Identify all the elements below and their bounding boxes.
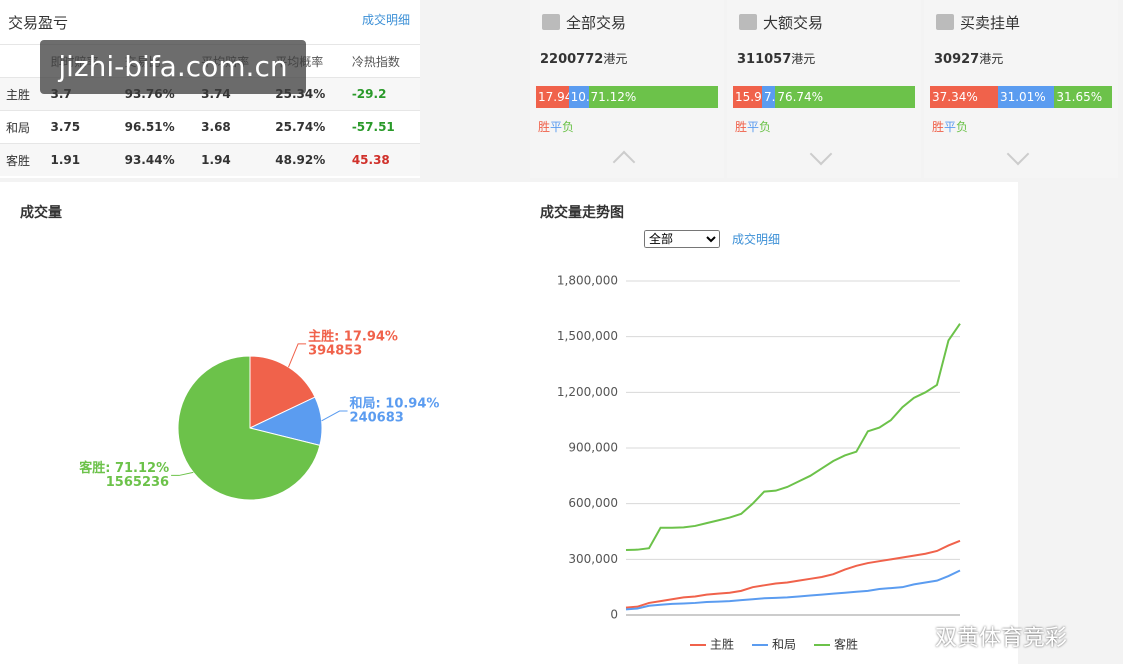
card-legend: 胜平负 [932,118,968,135]
watermark: jizhi-bifa.com.cn [40,40,306,94]
table-cell: 93.44% [118,143,196,176]
table-cell: 和局 [0,110,45,144]
table-cell: 主胜 [0,77,45,111]
segment: 10.94% [568,86,589,108]
card-amount: 30927港元 [934,52,1004,67]
legend-item: 平 [747,120,760,134]
table-cell: 3.68 [195,110,270,144]
profit-title: 交易盈亏 [8,14,69,32]
table-cell: 48.92% [269,143,346,176]
segment: 7.31% [762,86,776,108]
slice-value: 240683 [350,411,404,426]
segment: 31.65% [1054,86,1112,108]
card-title: 大额交易 [763,14,824,32]
leader-line [171,471,194,476]
table-cell: 45.38 [345,143,420,176]
card-icon [739,14,757,30]
segment: 31.01% [997,86,1055,108]
expand-toggle[interactable] [612,150,636,174]
line-title: 成交量走势图 [540,204,624,221]
table-cell: 1.91 [44,143,119,176]
line-panel [530,182,1018,664]
card-unit: 港元 [979,52,1004,66]
profit-link[interactable]: 成交明细 [362,13,411,27]
y-tick-label: 900,000 [568,441,618,455]
segment-bar: 15.95%7.31%76.74% [733,86,915,108]
segment: 71.12% [588,86,718,108]
segment-bar: 17.94%10.94%71.12% [536,86,718,108]
card-title: 买卖挂单 [960,14,1021,32]
segment: 37.34% [930,86,998,108]
segment: 76.74% [775,86,915,108]
card-icon [542,14,560,30]
table-row: 客胜 1.91 93.44% 1.94 48.92% 45.38 [0,143,420,176]
legend-label: 和局 [772,638,796,652]
line-series [625,539,961,609]
table-row: 和局 3.75 96.51% 3.68 25.74% -57.51 [0,110,420,144]
y-tick-label: 1,200,000 [557,385,618,399]
y-tick-label: 1,500,000 [557,329,618,343]
legend-label: 客胜 [834,637,858,652]
table-cell: 3.75 [44,110,119,144]
slice-label: 主胜: 17.94% [308,328,398,344]
card-legend: 胜平负 [735,118,771,135]
pie-title: 成交量 [20,204,62,221]
card-unit: 港元 [791,52,816,66]
card-icon [936,14,954,30]
card-title: 全部交易 [566,14,627,32]
card-amount: 311057港元 [737,52,816,67]
legend-item: 负 [956,120,969,134]
range-select[interactable]: 全部 [644,230,720,248]
slice-value: 394853 [308,343,362,358]
expand-toggle[interactable] [809,142,833,166]
line-series [625,323,961,552]
leader-line [288,343,307,368]
card-legend: 胜平负 [538,118,574,135]
segment: 17.94% [536,86,569,108]
y-tick-label: 600,000 [568,496,618,510]
slice-label: 客胜: 71.12% [79,460,169,476]
table-cell: 25.74% [269,110,346,144]
slice-label: 和局: 10.94% [350,396,440,412]
legend-item: 胜 [932,120,945,134]
slice-value: 1565236 [106,475,169,490]
legend-label: 主胜 [710,637,734,652]
line-series [625,569,961,611]
legend-item: 负 [562,120,575,134]
expand-toggle[interactable] [1006,142,1030,166]
table-cell: 1.94 [195,143,270,176]
table-cell: -57.51 [345,110,420,144]
footer-watermark: 双黄体育竞彩 [935,626,1068,651]
table-cell: 客胜 [0,143,45,176]
y-tick-label: 0 [610,608,618,622]
card-unit: 港元 [603,52,628,66]
legend-item: 平 [944,120,957,134]
table-cell: -29.2 [345,77,420,111]
segment-bar: 37.34% 31.01% 31.65% [930,86,1112,108]
leader-line [321,410,348,422]
table-cell: 96.51% [118,110,196,144]
legend-item: 平 [550,120,563,134]
y-tick-label: 300,000 [568,552,618,566]
legend-item: 胜 [538,120,551,134]
legend-item: 胜 [735,120,748,134]
header-cell: 冷热指数 [345,44,420,78]
legend-item: 负 [759,120,772,134]
y-tick-label: 1,800,000 [557,274,618,288]
detail-link[interactable]: 成交明细 [732,232,780,247]
header-cell [0,44,45,78]
segment: 15.95% [733,86,763,108]
card: 买卖挂单 30927港元 37.34% 31.01% 31.65% 胜平负 [924,0,1118,178]
card: 全部交易 2200772港元 17.94%10.94%71.12% 胜平负 [530,0,724,178]
card-amount: 2200772港元 [540,52,628,67]
